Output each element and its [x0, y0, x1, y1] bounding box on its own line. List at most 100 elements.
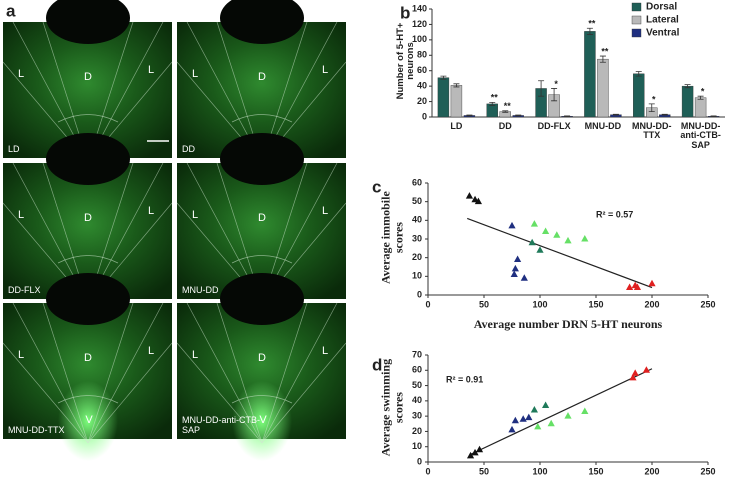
x-tick-label: DD-FLX [537, 121, 571, 131]
point [633, 283, 642, 291]
point [474, 197, 482, 205]
error-bar [489, 101, 496, 106]
panel-label: c [372, 177, 381, 196]
region-label: D [84, 71, 92, 83]
region-label: D [258, 352, 266, 364]
y-axis-label: Average swimming scores [378, 358, 405, 456]
point [648, 279, 656, 287]
x-tick-label: 50 [479, 299, 489, 309]
error-bar [586, 27, 593, 35]
x-tick-label: 200 [644, 299, 659, 309]
legend-label: Lateral [646, 15, 679, 26]
x-tick-label: 0 [425, 299, 430, 309]
region-arc [231, 395, 293, 404]
x-tick-label: 200 [644, 466, 659, 476]
region-label: L [322, 205, 328, 217]
point [465, 192, 474, 199]
point [581, 407, 589, 415]
y-tick-label: 10 [412, 271, 422, 281]
x-tick-label: DD [498, 121, 512, 131]
aqueduct [220, 133, 304, 185]
error-bar [564, 115, 571, 118]
y-tick-label: 120 [412, 19, 427, 29]
y-tick-label: 40 [417, 81, 427, 91]
significance-mark: ** [504, 101, 512, 111]
micrograph-caption: MNU-DD-TTX [8, 424, 65, 435]
bar [597, 58, 609, 118]
region-boundary [186, 302, 263, 444]
error-bar [684, 84, 691, 89]
micrograph-caption: MNU-DD [182, 284, 219, 295]
region-boundary [42, 302, 89, 444]
r-squared: R² = 0.91 [446, 374, 483, 384]
region-label: D [258, 71, 266, 83]
aqueduct [220, 273, 304, 325]
y-tick-label: 0 [417, 289, 422, 299]
micrograph-caption: MNU-DD-anti-CTB-SAP [182, 415, 260, 435]
legend-label: Dorsal [646, 2, 677, 13]
region-label: L [18, 349, 24, 361]
error-bar [612, 113, 619, 116]
y-tick-label: 30 [412, 411, 422, 421]
region-label: D [84, 212, 92, 224]
bar [633, 73, 645, 118]
error-bar [661, 113, 668, 116]
micrograph: L D L V [2, 273, 173, 461]
trendline [470, 368, 653, 455]
x-tick-label: 100 [532, 299, 547, 309]
legend-swatch [631, 15, 642, 25]
micrograph: L D L V [176, 273, 347, 461]
y-tick-label: 80 [417, 50, 427, 60]
region-label: D [84, 352, 92, 364]
significance-mark: * [554, 79, 558, 89]
aqueduct [46, 273, 130, 325]
point [520, 274, 528, 281]
region-label: L [18, 209, 24, 221]
point [511, 264, 519, 272]
y-tick-label: 60 [412, 177, 422, 187]
point [626, 283, 634, 291]
legend-swatch [631, 28, 642, 38]
significance-mark: ** [588, 19, 596, 29]
region-label: V [259, 414, 267, 426]
significance-mark: ** [601, 46, 609, 56]
y-tick-label: 0 [417, 456, 422, 466]
x-tick-label: MNU-DD [584, 121, 622, 131]
error-bar [515, 114, 522, 117]
point [564, 412, 572, 419]
significance-mark: ** [491, 93, 499, 103]
r-squared: R² = 0.57 [596, 209, 633, 219]
point [581, 235, 589, 242]
micrograph-caption: DD-FLX [8, 284, 41, 295]
x-tick-label: 250 [700, 299, 715, 309]
region-boundary [216, 302, 263, 444]
y-tick-label: 100 [412, 34, 427, 44]
ventral-glow [232, 381, 292, 461]
region-arc [57, 114, 119, 123]
bar [694, 97, 707, 118]
error-bar [466, 114, 473, 117]
region-boundary [87, 302, 164, 444]
y-tick-label: 140 [412, 3, 427, 13]
trendline [466, 217, 653, 289]
error-bar [440, 75, 447, 80]
micrograph-caption: LD [8, 143, 20, 154]
region-arc [57, 395, 119, 404]
region-label: L [148, 64, 154, 76]
x-tick-label: 150 [588, 299, 603, 309]
point [466, 451, 475, 459]
error-bar [635, 71, 642, 77]
y-tick-label: 50 [412, 196, 422, 206]
point [475, 445, 484, 453]
error-bar [697, 95, 704, 100]
aqueduct [46, 0, 130, 44]
region-label: V [85, 414, 93, 426]
y-tick-label: 20 [412, 252, 422, 262]
point [553, 231, 561, 238]
aqueduct [220, 0, 304, 44]
ventral-glow [58, 381, 118, 461]
point [514, 255, 522, 263]
significance-mark: * [652, 94, 656, 104]
point [508, 425, 516, 433]
